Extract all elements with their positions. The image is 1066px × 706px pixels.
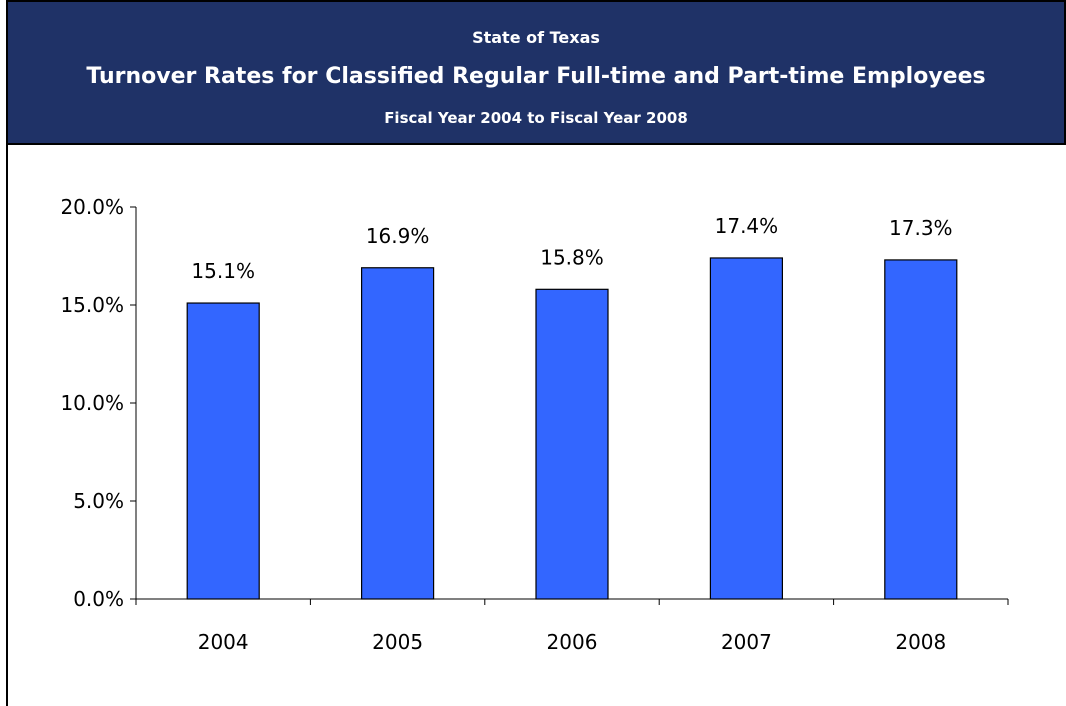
chart-header: State of Texas Turnover Rates for Classi…	[6, 0, 1066, 145]
bar-data-label: 17.3%	[889, 216, 953, 240]
bar	[709, 257, 784, 600]
header-line1: State of Texas	[472, 28, 600, 47]
x-category-label: 2007	[721, 630, 772, 654]
bar-data-label: 17.4%	[715, 214, 779, 238]
bar	[884, 259, 958, 600]
y-tick-label: 20.0%	[60, 195, 124, 219]
chart-frame	[6, 0, 1066, 706]
x-category-label: 2008	[895, 630, 946, 654]
bar-data-label: 15.8%	[540, 245, 604, 269]
x-category-label: 2004	[198, 630, 249, 654]
bar-data-label: 15.1%	[191, 259, 255, 283]
x-category-label: 2006	[547, 630, 598, 654]
bar	[186, 302, 260, 600]
y-tick-label: 10.0%	[60, 391, 124, 415]
bar	[361, 267, 435, 600]
y-tick-label: 0.0%	[73, 587, 124, 611]
y-tick-label: 5.0%	[73, 489, 124, 513]
bar	[535, 288, 609, 600]
y-tick-label: 15.0%	[60, 293, 124, 317]
chart-title: Turnover Rates for Classified Regular Fu…	[86, 64, 986, 89]
x-category-label: 2005	[372, 630, 423, 654]
chart-subtitle: Fiscal Year 2004 to Fiscal Year 2008	[384, 109, 688, 127]
bar-data-label: 16.9%	[366, 224, 430, 248]
